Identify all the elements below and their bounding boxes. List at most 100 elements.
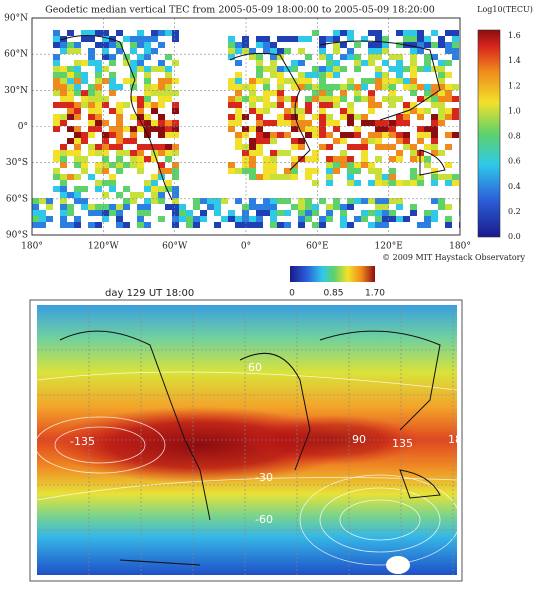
tec-cell — [46, 216, 53, 222]
tec-cell — [95, 42, 102, 48]
tec-cell — [165, 204, 172, 210]
tec-cell — [102, 150, 109, 156]
tec-cell — [137, 66, 144, 72]
tec-cell — [417, 180, 424, 186]
tec-cell — [312, 222, 319, 228]
tec-cell — [396, 180, 403, 186]
tec-cell — [410, 72, 417, 78]
tec-cell — [88, 210, 95, 216]
tec-cell — [256, 210, 263, 216]
tec-cell — [249, 198, 256, 204]
tec-cell — [235, 108, 242, 114]
tec-cell — [298, 144, 305, 150]
tec-cell — [242, 114, 249, 120]
tec-cell — [263, 108, 270, 114]
tec-cell — [256, 72, 263, 78]
tec-cell — [340, 108, 347, 114]
tec-cell — [235, 78, 242, 84]
tec-cell — [74, 42, 81, 48]
graticule — [37, 305, 457, 575]
tec-cell — [368, 96, 375, 102]
tec-cell — [67, 96, 74, 102]
tec-cell — [333, 30, 340, 36]
tec-cell — [46, 198, 53, 204]
tec-cell — [340, 132, 347, 138]
tec-cell — [333, 138, 340, 144]
tec-cell — [109, 162, 116, 168]
tec-cell — [95, 180, 102, 186]
tec-cell — [354, 126, 361, 132]
tec-cell — [417, 96, 424, 102]
tec-cell — [361, 60, 368, 66]
tec-cell — [277, 210, 284, 216]
tec-cell — [81, 168, 88, 174]
tec-cell — [158, 216, 165, 222]
tec-cell — [263, 156, 270, 162]
tec-cell — [256, 204, 263, 210]
tec-cell — [438, 120, 445, 126]
tec-cell — [242, 156, 249, 162]
tec-cell — [228, 210, 235, 216]
tec-cell — [102, 78, 109, 84]
tec-cell — [116, 156, 123, 162]
tec-cell — [74, 48, 81, 54]
tec-cell — [88, 174, 95, 180]
tec-cell — [445, 30, 452, 36]
tec-cell — [277, 198, 284, 204]
colorbar-tick: 1.6 — [508, 31, 521, 40]
tec-cell — [165, 84, 172, 90]
tec-cell — [305, 54, 312, 60]
tec-cell — [116, 216, 123, 222]
tec-cell — [172, 210, 179, 216]
tec-cell — [81, 162, 88, 168]
tec-cell — [228, 36, 235, 42]
tec-cell — [53, 78, 60, 84]
tec-cell — [172, 168, 179, 174]
tec-cell — [249, 102, 256, 108]
tec-cell — [249, 78, 256, 84]
tec-cell — [102, 30, 109, 36]
tec-cell — [228, 162, 235, 168]
tec-cell — [165, 132, 172, 138]
tec-cell — [417, 48, 424, 54]
tec-cell — [347, 222, 354, 228]
tec-cell — [95, 60, 102, 66]
tec-cell — [347, 102, 354, 108]
tec-cell — [158, 174, 165, 180]
tec-cell — [347, 108, 354, 114]
tec-cell — [284, 174, 291, 180]
tec-cell — [270, 90, 277, 96]
tec-cell — [60, 102, 67, 108]
tec-cell — [361, 84, 368, 90]
tec-cell — [123, 162, 130, 168]
tec-cell — [32, 210, 39, 216]
tec-cell — [445, 222, 452, 228]
tec-cell — [375, 168, 382, 174]
tec-cell — [382, 144, 389, 150]
tec-cell — [305, 204, 312, 210]
tec-cell — [151, 120, 158, 126]
tec-cell — [424, 144, 431, 150]
tec-cell — [95, 210, 102, 216]
tec-cell — [375, 180, 382, 186]
tec-cell — [326, 168, 333, 174]
colorbar-tick: 1.4 — [508, 56, 521, 65]
tec-cell — [291, 168, 298, 174]
contours — [37, 371, 457, 566]
tec-cell — [172, 198, 179, 204]
tec-cell — [298, 138, 305, 144]
tec-cell — [410, 150, 417, 156]
tec-cell — [389, 102, 396, 108]
tec-cell — [312, 114, 319, 120]
tec-cell — [109, 174, 116, 180]
tec-cell — [298, 108, 305, 114]
tec-cell — [158, 78, 165, 84]
tec-cell — [340, 222, 347, 228]
tec-cell — [235, 114, 242, 120]
tec-cell — [53, 114, 60, 120]
tec-cell — [291, 60, 298, 66]
caption: day 129 UT 18:00 — [105, 288, 194, 299]
tec-cell — [151, 180, 158, 186]
tec-cell — [312, 132, 319, 138]
tec-cell — [445, 42, 452, 48]
